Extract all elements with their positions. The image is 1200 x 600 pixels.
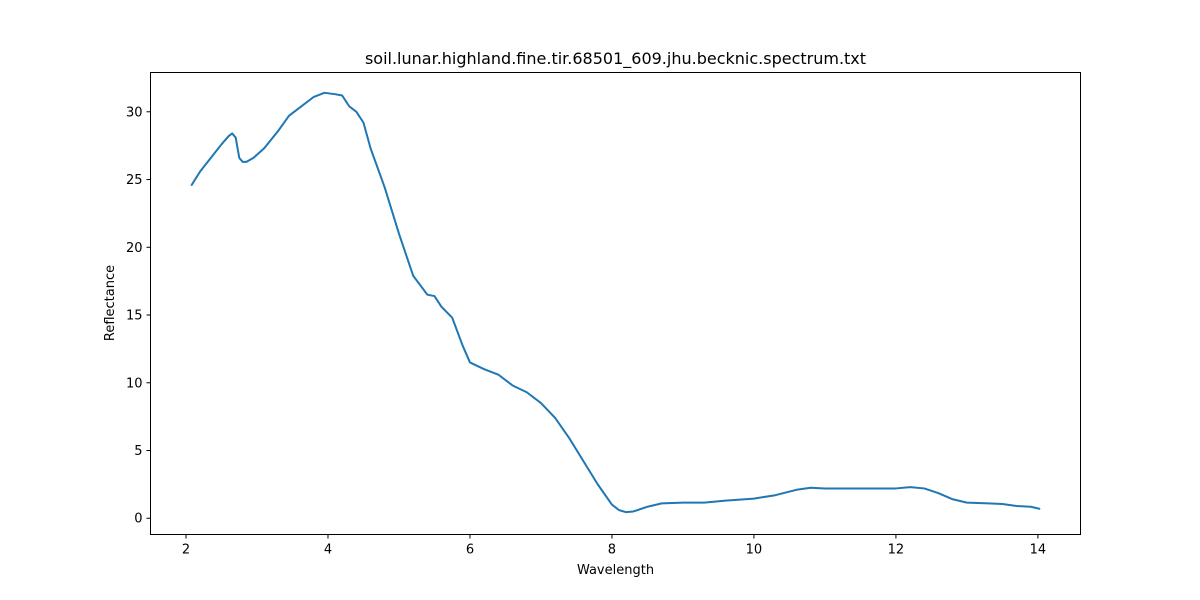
x-tick-label: 12 xyxy=(888,543,905,558)
y-tick-label: 10 xyxy=(126,376,143,391)
x-axis-label: Wavelength xyxy=(577,563,654,578)
plot-area xyxy=(190,91,1041,514)
y-tick-label: 30 xyxy=(126,105,143,120)
y-tick-label: 25 xyxy=(126,173,143,188)
spectrum-line xyxy=(190,91,1041,514)
y-tick-label: 20 xyxy=(126,241,143,256)
y-tick-label: 15 xyxy=(126,309,143,324)
axes-frame xyxy=(150,72,1081,535)
x-tick-label: 2 xyxy=(182,543,190,558)
x-tick-label: 10 xyxy=(746,543,763,558)
y-tick-label: 5 xyxy=(134,444,142,459)
x-tick-label: 8 xyxy=(608,543,616,558)
x-axis: 2 4 6 8 10 12 14 xyxy=(182,534,1047,558)
x-tick-label: 6 xyxy=(466,543,474,558)
x-tick-label: 14 xyxy=(1030,543,1047,558)
chart-title: soil.lunar.highland.fine.tir.68501_609.j… xyxy=(365,49,866,69)
y-axis: 0 5 10 15 20 25 30 xyxy=(126,105,151,527)
y-tick-label: 0 xyxy=(134,512,142,527)
y-axis-label: Reflectance xyxy=(103,265,118,341)
x-tick-label: 4 xyxy=(324,543,332,558)
